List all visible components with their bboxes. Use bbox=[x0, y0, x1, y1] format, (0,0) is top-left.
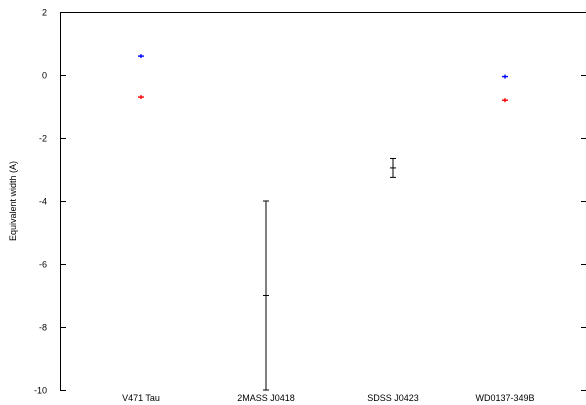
x-tick-label: 2MASS J0418 bbox=[237, 393, 295, 403]
scatter-point bbox=[502, 98, 508, 103]
y-tick-label: -6 bbox=[39, 260, 47, 270]
y-tick-label: -2 bbox=[39, 134, 47, 144]
x-tick-label: V471 Tau bbox=[122, 393, 160, 403]
y-tick-label: -10 bbox=[34, 386, 47, 396]
y-ticks: 2 0 -2 -4 -6 -8 -10 bbox=[34, 8, 586, 396]
x-tick-labels: V471 Tau 2MASS J0418 SDSS J0423 WD0137-349B bbox=[122, 393, 534, 403]
y-tick-label: 0 bbox=[42, 71, 47, 81]
data-marks bbox=[138, 54, 508, 391]
errorbar-point bbox=[263, 200, 269, 391]
y-tick-label: 2 bbox=[42, 8, 47, 18]
y-tick-label: -8 bbox=[39, 323, 47, 333]
y-tick-label: -4 bbox=[39, 197, 47, 207]
errorbar-point bbox=[390, 157, 396, 178]
x-tick-label: WD0137-349B bbox=[475, 393, 534, 403]
scatter-point bbox=[138, 54, 144, 59]
x-tick-label: SDSS J0423 bbox=[367, 393, 419, 403]
scatter-point bbox=[138, 95, 144, 100]
plot-frame bbox=[60, 12, 586, 390]
scatter-point bbox=[502, 74, 508, 79]
y-axis-label: Equivalent width (A) bbox=[8, 161, 18, 241]
